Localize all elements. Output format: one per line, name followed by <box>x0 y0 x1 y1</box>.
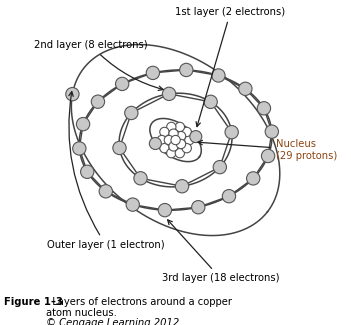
Circle shape <box>115 77 129 91</box>
Circle shape <box>225 125 238 139</box>
Circle shape <box>213 161 226 174</box>
Circle shape <box>157 136 166 145</box>
Circle shape <box>185 136 194 145</box>
Text: 2nd layer (8 electrons): 2nd layer (8 electrons) <box>34 40 163 90</box>
Text: Nucleus
(29 protons): Nucleus (29 protons) <box>198 139 337 161</box>
Circle shape <box>146 66 159 80</box>
Circle shape <box>134 172 147 185</box>
Circle shape <box>99 185 112 198</box>
Text: © Cengage Learning 2012: © Cengage Learning 2012 <box>46 318 179 325</box>
Text: Layers of electrons around a copper
atom nucleus.: Layers of electrons around a copper atom… <box>46 297 232 318</box>
Circle shape <box>126 198 139 211</box>
Circle shape <box>169 142 178 151</box>
Circle shape <box>239 82 252 96</box>
Circle shape <box>163 87 176 100</box>
Circle shape <box>180 63 193 77</box>
Circle shape <box>164 136 173 145</box>
Circle shape <box>169 129 178 138</box>
Circle shape <box>192 201 205 214</box>
Circle shape <box>171 136 180 145</box>
Text: 1st layer (2 electrons): 1st layer (2 electrons) <box>176 7 286 127</box>
Circle shape <box>190 131 202 143</box>
Circle shape <box>125 106 138 120</box>
Circle shape <box>150 137 161 150</box>
Circle shape <box>261 149 275 162</box>
Circle shape <box>175 149 185 158</box>
Circle shape <box>66 87 79 101</box>
Circle shape <box>176 180 189 193</box>
Circle shape <box>160 144 169 153</box>
Circle shape <box>113 141 126 155</box>
Circle shape <box>167 149 176 158</box>
Circle shape <box>81 165 94 178</box>
Circle shape <box>77 117 90 131</box>
Circle shape <box>158 203 172 217</box>
Text: Figure 1–3: Figure 1–3 <box>4 297 63 306</box>
Circle shape <box>176 131 186 141</box>
Circle shape <box>160 127 169 136</box>
Circle shape <box>182 144 191 153</box>
Circle shape <box>176 139 186 149</box>
Text: 3rd layer (18 electrons): 3rd layer (18 electrons) <box>162 220 279 283</box>
Circle shape <box>265 125 278 138</box>
Circle shape <box>212 69 225 82</box>
Circle shape <box>246 172 260 185</box>
Circle shape <box>175 122 185 132</box>
Circle shape <box>222 189 236 203</box>
Circle shape <box>91 95 105 108</box>
Circle shape <box>257 102 271 115</box>
Circle shape <box>167 122 176 132</box>
Circle shape <box>73 142 86 155</box>
Text: Outer layer (1 electron): Outer layer (1 electron) <box>47 92 165 250</box>
Circle shape <box>204 95 217 109</box>
Circle shape <box>182 127 191 136</box>
